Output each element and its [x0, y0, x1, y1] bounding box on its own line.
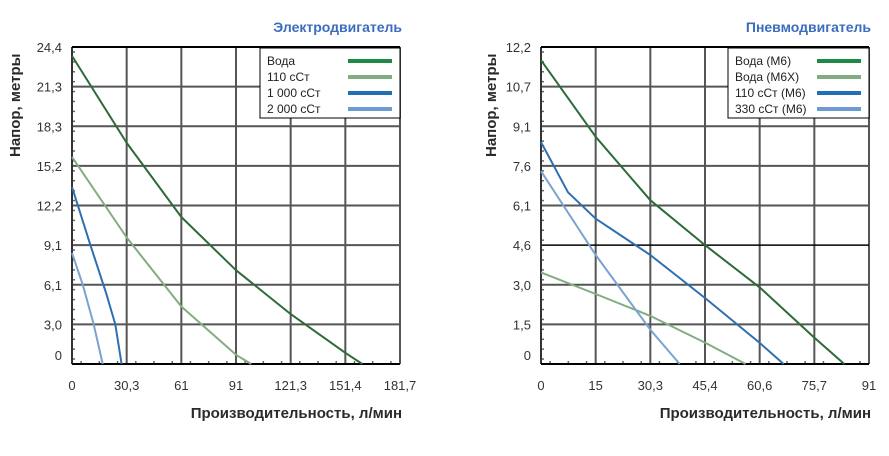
series-line-2 — [71, 156, 252, 365]
y-tick-label: 24,4 — [37, 40, 62, 55]
chart-1: 0 30,3 61 91 121,3 151,4 181,7 0 3,0 6,1 9,1 12,2 15… — [7, 19, 416, 422]
y-tick-label: 4,6 — [513, 238, 531, 253]
series-line-2 — [540, 271, 747, 365]
x-tick-label: 151,4 — [329, 378, 362, 393]
y-tick-label: 3,0 — [513, 278, 531, 293]
legend-label: 330 сСт (М6) — [735, 102, 807, 116]
x-tick-label: 181,7 — [384, 378, 417, 393]
series-line-1 — [71, 55, 363, 365]
legend-label: Вода (М6Х) — [735, 70, 799, 84]
x-tick-label: 0 — [68, 378, 75, 393]
x-tick-label: 75,7 — [802, 378, 827, 393]
x-tick-label: 60,6 — [747, 378, 772, 393]
x-axis-label: Производительность, л/мин — [660, 405, 871, 422]
x-tick-label: 0 — [537, 378, 544, 393]
x-tick-label: 121,3 — [274, 378, 307, 393]
y-tick-label: 7,6 — [513, 159, 531, 174]
y-tick-label: 3,0 — [44, 317, 62, 332]
series-line-3 — [540, 141, 785, 365]
y-tick-label: 9,1 — [44, 238, 62, 253]
chart-title: Пневмодвигатель — [746, 19, 872, 35]
x-tick-label: 30,3 — [114, 378, 139, 393]
y-tick-label: 0 — [524, 348, 531, 363]
y-tick-label: 10,7 — [506, 80, 531, 95]
series-line-4 — [71, 252, 104, 365]
y-tick-label: 18,3 — [37, 119, 62, 134]
x-axis-label: Производительность, л/мин — [191, 405, 402, 422]
chart-2: 0 15 30,3 45,4 60,6 75,7 91 0 1,5 3,0 4,6 6,1 7,6 9,1… — [483, 19, 876, 422]
legend-label: 110 сСт (М6) — [735, 86, 806, 100]
y-tick-label: 15,2 — [37, 159, 62, 174]
x-tick-label: 91 — [862, 378, 876, 393]
x-tick-label: 45,4 — [692, 378, 717, 393]
series-line-1 — [540, 59, 845, 365]
legend-label: 2 000 сСт — [267, 102, 321, 116]
y-tick-label: 12,2 — [37, 199, 62, 214]
y-tick-label: 6,1 — [513, 199, 531, 214]
y-tick-label: 6,1 — [44, 278, 62, 293]
y-axis-label: Напор, метры — [7, 54, 24, 157]
y-tick-label: 1,5 — [513, 317, 531, 332]
series-line-4 — [540, 170, 681, 365]
legend-label: Вода (М6) — [735, 54, 791, 68]
x-tick-label: 61 — [174, 378, 188, 393]
legend-label: 1 000 сСт — [267, 86, 321, 100]
y-tick-label: 21,3 — [37, 80, 62, 95]
x-tick-label: 30,3 — [638, 378, 663, 393]
legend-label: 110 сСт — [267, 70, 310, 84]
x-tick-label: 15 — [588, 378, 602, 393]
y-tick-label: 9,1 — [513, 119, 531, 134]
series-line-3 — [71, 186, 123, 365]
legend: Вода 110 сСт 1 000 сСт 2 000 сСт — [259, 47, 401, 119]
y-tick-label: 12,2 — [506, 40, 531, 55]
legend: Вода (М6) Вода (М6Х) 110 сСт (М6) 330 сСт (… — [727, 47, 870, 119]
legend-label: Вода — [267, 54, 295, 68]
y-axis-label: Напор, метры — [483, 54, 500, 157]
y-tick-label: 0 — [55, 348, 62, 363]
chart-title: Электродвигатель — [273, 19, 402, 35]
x-tick-label: 91 — [229, 378, 243, 393]
